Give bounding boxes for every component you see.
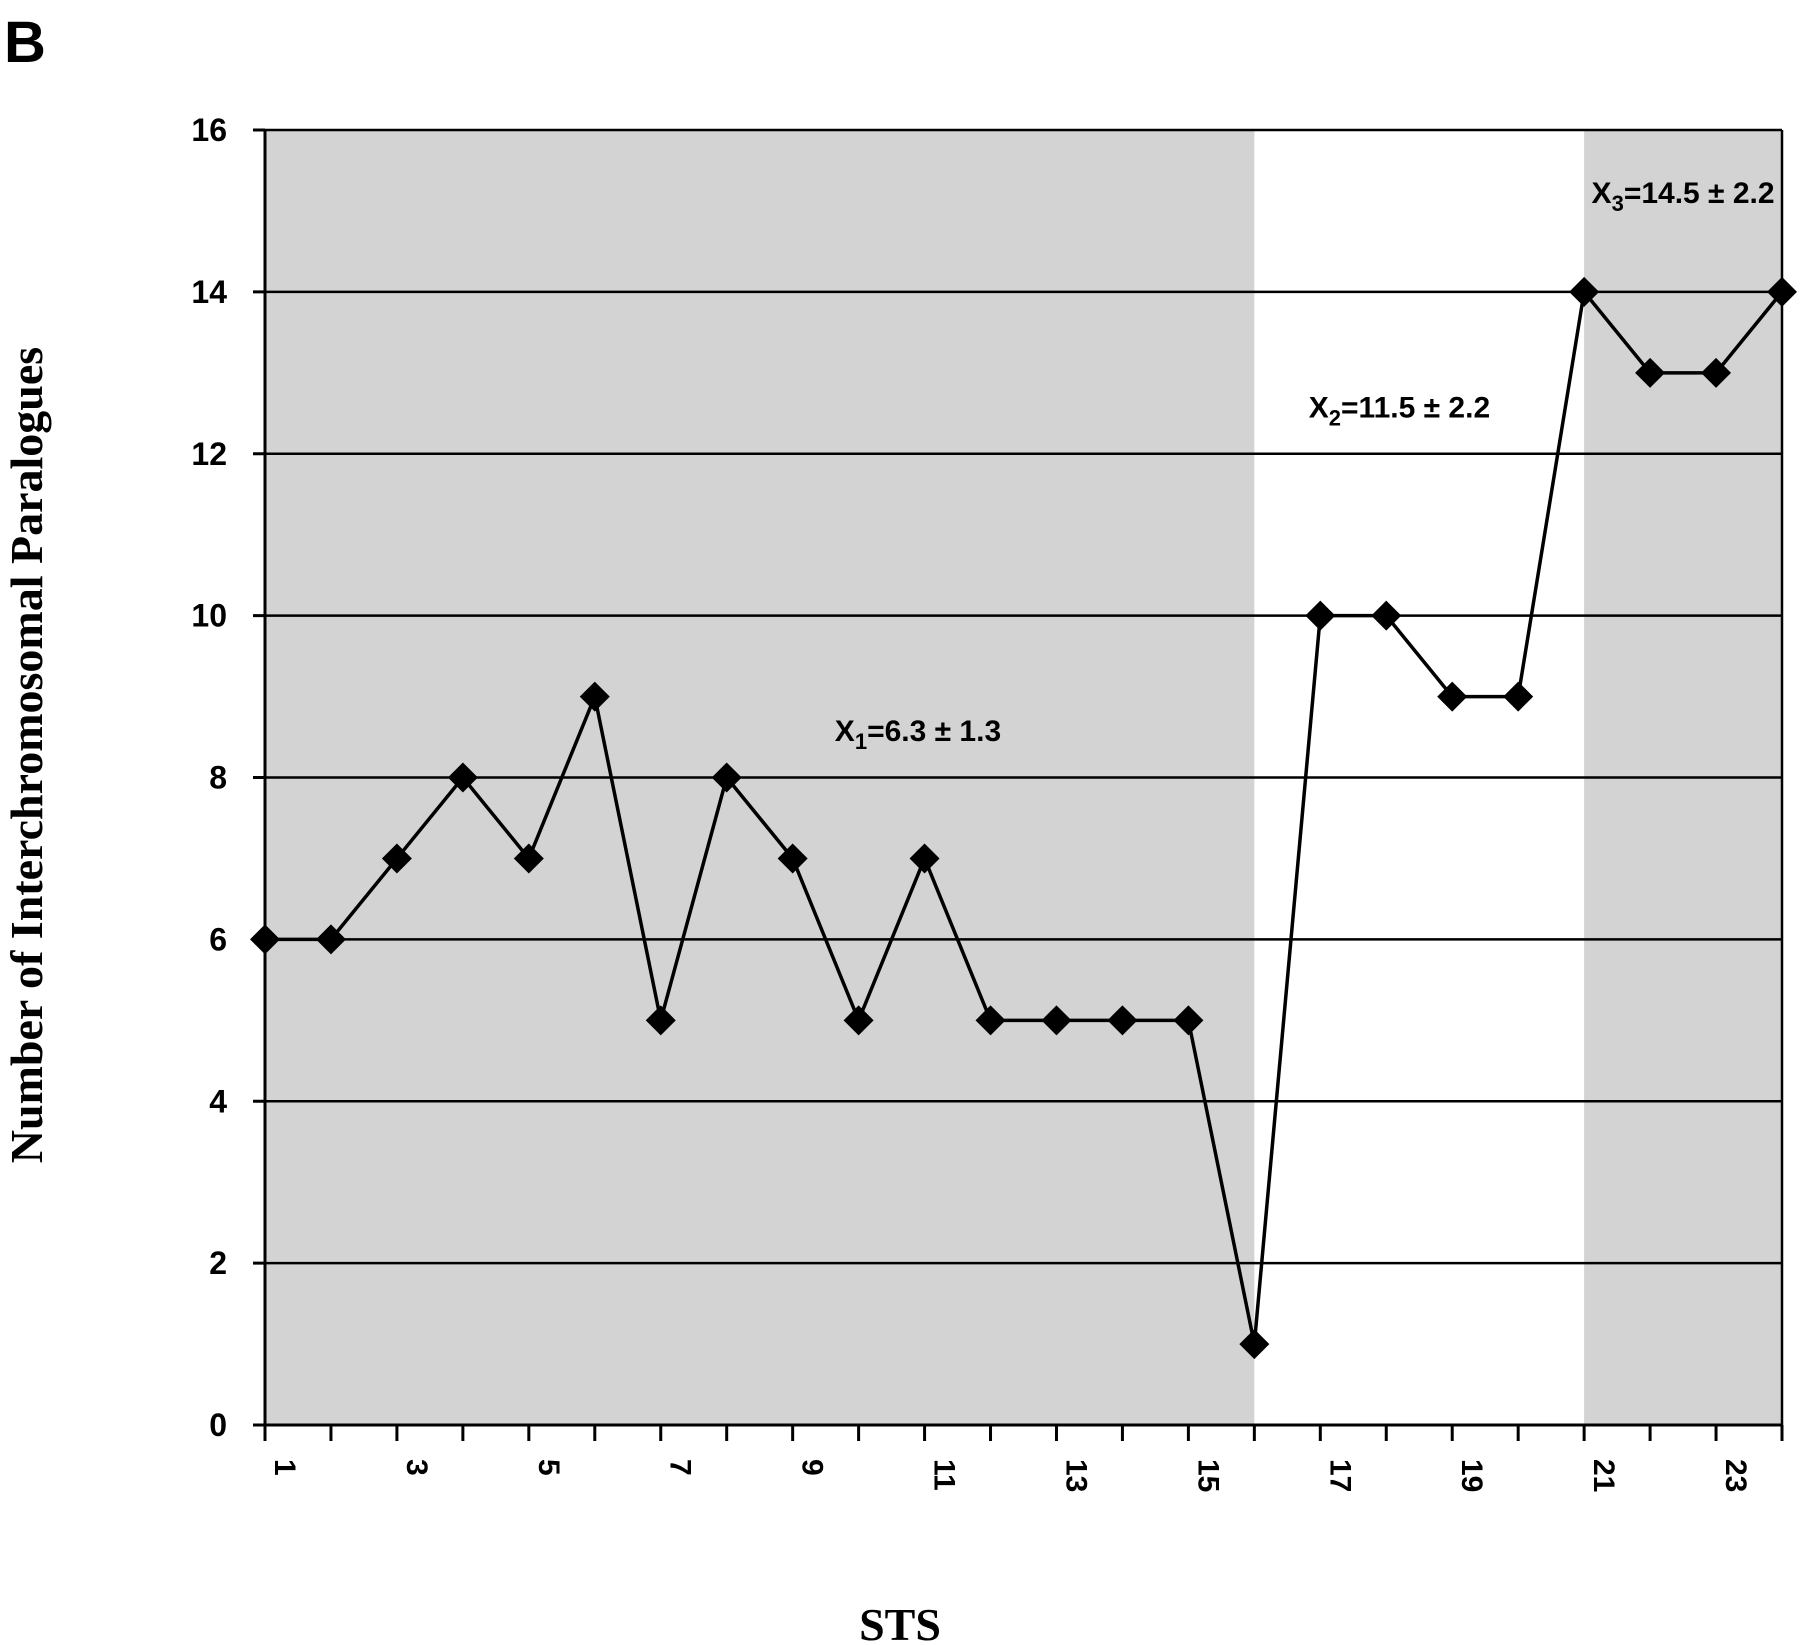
mean-annotation-3: X3=14.5 ± 2.2 (1592, 177, 1775, 216)
x-tick-label: 17 (1323, 1459, 1356, 1492)
x-tick-label: 9 (796, 1459, 829, 1476)
y-tick-label: 4 (209, 1083, 227, 1119)
data-point (711, 762, 742, 793)
y-tick-label: 0 (209, 1407, 227, 1443)
data-point (1503, 681, 1534, 712)
mean-annotation-2: X2=11.5 ± 2.2 (1309, 391, 1490, 430)
data-point (1305, 600, 1336, 631)
x-axis: 1 3 5 7 9 11 13 15 17 19 21 23 (263, 1425, 1784, 1492)
data-point (1635, 357, 1666, 388)
data-point (975, 1005, 1006, 1036)
data-point (250, 924, 280, 955)
y-tick-label: 8 (209, 760, 227, 796)
data-point (1437, 681, 1468, 712)
data-point (645, 1005, 676, 1036)
data-point (1239, 1329, 1270, 1360)
series (250, 276, 1797, 1360)
series-line-1 (265, 287, 1784, 1345)
y-tick-label: 2 (209, 1245, 227, 1281)
data-point (1569, 276, 1600, 307)
panel-label: B (4, 10, 46, 75)
x-tick-label: 13 (1059, 1459, 1092, 1492)
x-tick-label: 7 (664, 1459, 697, 1476)
data-point (1371, 600, 1402, 631)
y-tick-label: 6 (209, 921, 227, 957)
x-tick-label: 15 (1191, 1459, 1224, 1492)
data-point (1767, 276, 1797, 307)
y-axis: 0 2 4 6 8 10 12 14 16 (191, 112, 265, 1443)
data-point (315, 924, 346, 955)
y-tick-label: 14 (191, 274, 227, 310)
data-point (1041, 1005, 1072, 1036)
data-point (843, 1005, 874, 1036)
x-tick-label: 11 (928, 1459, 961, 1491)
data-point (1173, 1005, 1204, 1036)
x-tick-label: 5 (532, 1459, 565, 1476)
x-tick-label: 3 (400, 1459, 433, 1476)
y-tick-label: 12 (191, 436, 227, 472)
data-point (447, 762, 478, 793)
x-tick-label: 1 (268, 1459, 301, 1476)
data-point (777, 843, 808, 874)
data-point (909, 843, 940, 874)
data-point (1107, 1005, 1138, 1036)
x-axis-title: STS (859, 1599, 941, 1645)
data-point (579, 681, 610, 712)
annotations: X1=6.3 ± 1.3 X2=11.5 ± 2.2 X3=14.5 ± 2.2 (835, 177, 1775, 754)
y-tick-label: 16 (191, 112, 227, 148)
data-point (513, 843, 544, 874)
x-tick-label: 19 (1455, 1459, 1488, 1492)
y-tick-label: 10 (191, 598, 227, 634)
gridlines (265, 290, 1782, 1265)
y-axis-title: Number of Interchromosomal Paralogues (1, 347, 52, 1163)
x-tick-label: 23 (1719, 1459, 1752, 1492)
mean-annotation-1: X1=6.3 ± 1.3 (835, 715, 1001, 754)
data-point (1701, 357, 1732, 388)
x-tick-label: 21 (1587, 1459, 1620, 1492)
data-point (381, 843, 412, 874)
